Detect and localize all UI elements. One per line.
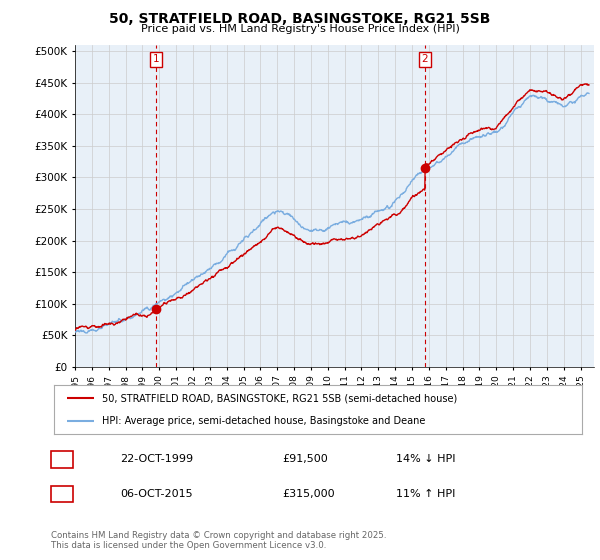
Text: Price paid vs. HM Land Registry's House Price Index (HPI): Price paid vs. HM Land Registry's House … xyxy=(140,24,460,34)
Text: 14% ↓ HPI: 14% ↓ HPI xyxy=(396,454,455,464)
Text: Contains HM Land Registry data © Crown copyright and database right 2025.
This d: Contains HM Land Registry data © Crown c… xyxy=(51,531,386,550)
Text: 1: 1 xyxy=(58,454,65,464)
Text: 22-OCT-1999: 22-OCT-1999 xyxy=(120,454,193,464)
Text: 1: 1 xyxy=(153,54,160,64)
Text: 2: 2 xyxy=(422,54,428,64)
Text: 11% ↑ HPI: 11% ↑ HPI xyxy=(396,489,455,499)
Text: 50, STRATFIELD ROAD, BASINGSTOKE, RG21 5SB: 50, STRATFIELD ROAD, BASINGSTOKE, RG21 5… xyxy=(109,12,491,26)
Text: 2: 2 xyxy=(58,489,65,499)
Text: 06-OCT-2015: 06-OCT-2015 xyxy=(120,489,193,499)
Text: 50, STRATFIELD ROAD, BASINGSTOKE, RG21 5SB (semi-detached house): 50, STRATFIELD ROAD, BASINGSTOKE, RG21 5… xyxy=(101,393,457,403)
Text: £315,000: £315,000 xyxy=(282,489,335,499)
Text: HPI: Average price, semi-detached house, Basingstoke and Deane: HPI: Average price, semi-detached house,… xyxy=(101,416,425,426)
Text: £91,500: £91,500 xyxy=(282,454,328,464)
